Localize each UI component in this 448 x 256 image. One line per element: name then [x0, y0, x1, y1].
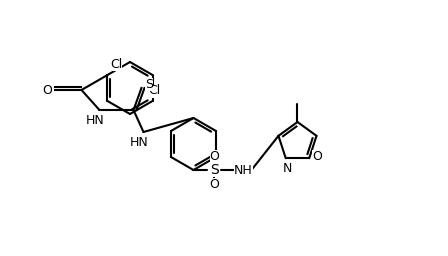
Text: S: S — [210, 163, 219, 177]
Text: O: O — [210, 150, 220, 163]
Text: NH: NH — [234, 164, 253, 176]
Text: O: O — [210, 177, 220, 190]
Text: HN: HN — [86, 113, 105, 126]
Text: S: S — [146, 78, 154, 91]
Text: O: O — [312, 150, 322, 163]
Text: Cl: Cl — [110, 58, 122, 70]
Text: HN: HN — [130, 135, 149, 148]
Text: N: N — [283, 162, 293, 175]
Text: O: O — [43, 83, 52, 97]
Text: Cl: Cl — [148, 84, 161, 98]
